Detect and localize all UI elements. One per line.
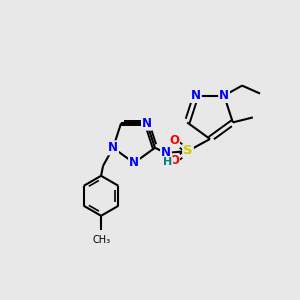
Text: S: S [183,145,193,158]
Text: O: O [169,154,179,167]
Text: N: N [191,89,201,102]
Text: N: N [219,89,229,102]
Text: CH₃: CH₃ [92,235,110,245]
Text: N: N [129,157,139,169]
Text: N: N [108,141,118,154]
Text: N: N [161,146,171,160]
Text: N: N [142,117,152,130]
Text: O: O [169,134,179,148]
Text: H: H [164,157,172,167]
